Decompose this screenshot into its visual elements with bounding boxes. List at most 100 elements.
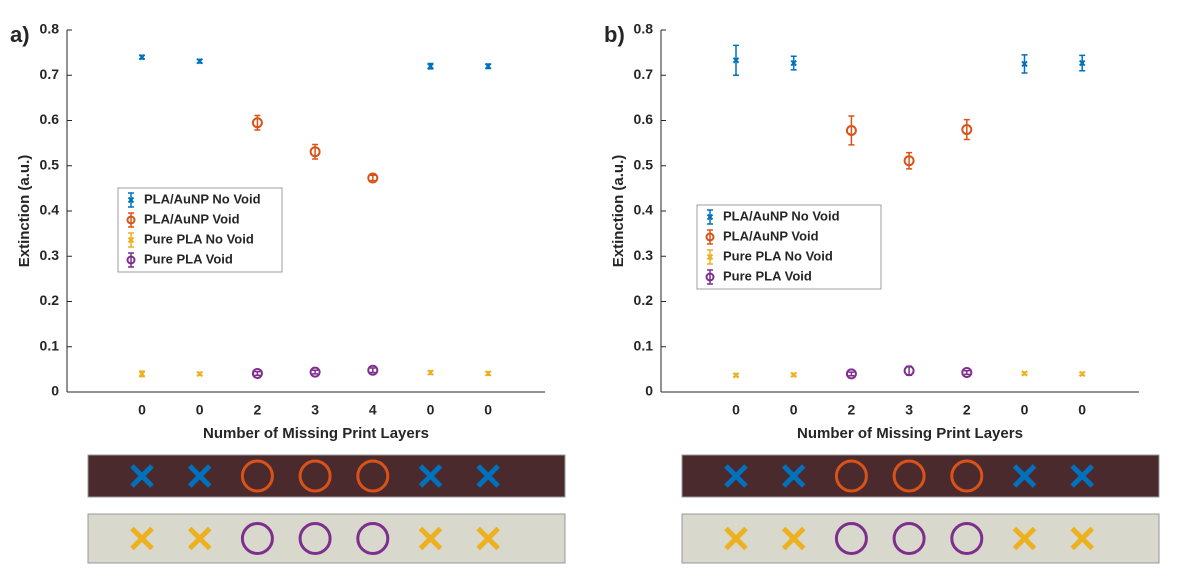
legend-error-bar [128,212,134,228]
marker [126,215,136,225]
x-tick-label: 0 [790,402,798,418]
y-tick-label: 0.7 [40,66,60,82]
y-tick-label: 0.4 [634,202,654,218]
marker [892,522,926,555]
marker [724,464,748,488]
y-tick-label: 0.7 [634,66,654,82]
marker [834,459,868,493]
marker [892,459,926,493]
error-bar [312,369,319,375]
marker [138,53,146,61]
marker [127,196,135,204]
y-tick-label: 0.2 [634,292,654,308]
marker [251,117,263,129]
y-tick-label: 0.3 [40,247,60,263]
marker [427,369,434,376]
y-tick-label: 0.5 [634,156,654,172]
marker [356,459,390,493]
marker [309,366,321,378]
y-axis-label: Extinction (a.u.) [610,155,627,268]
marker [367,364,379,376]
marker [130,526,154,551]
marker [418,464,443,488]
marker [1070,526,1094,551]
sample-photo [87,513,566,564]
legend-error-bar [128,252,134,268]
legend-label: PLA/AuNP No Void [144,191,261,206]
y-axis-label: Extinction (a.u.) [16,155,33,268]
legend-error-bar [707,229,713,245]
x-tick-label: 2 [848,402,856,418]
marker [950,459,984,493]
marker [781,526,806,551]
x-tick-label: 4 [369,402,377,418]
marker [790,371,797,379]
marker [845,124,857,136]
marker [251,367,263,379]
legend-label: Pure PLA No Void [723,248,833,263]
marker [903,365,915,377]
legend-label: Pure PLA No Void [144,231,254,246]
y-tick-label: 0.6 [634,111,654,127]
marker [367,172,379,184]
error-bar [254,370,261,377]
marker [127,236,135,244]
y-tick-label: 0.8 [634,21,654,37]
marker [706,213,714,221]
marker [1078,59,1086,67]
sample-photo [681,454,1160,498]
marker [1021,60,1028,68]
marker [706,253,714,261]
y-tick-label: 0.1 [40,337,60,353]
marker [476,526,500,551]
error-bar [848,371,855,377]
error-bar [848,115,855,146]
x-axis-label: Number of Missing Print Layers [203,425,429,442]
legend-label: PLA/AuNP Void [723,228,819,243]
x-tick-label: 0 [1078,402,1086,418]
error-bar [906,151,913,170]
marker [961,124,973,136]
y-tick-label: 0 [645,383,653,399]
marker [834,522,868,555]
panel-label: b) [604,22,625,47]
marker [484,370,492,377]
panel-label: a) [10,22,30,47]
marker [298,522,332,555]
marker [781,464,806,488]
legend-label: Pure PLA Void [144,251,233,266]
marker [961,367,973,379]
marker [309,146,321,158]
marker [427,62,434,70]
x-tick-label: 0 [196,402,204,418]
marker [903,155,915,167]
error-bar [963,369,970,376]
marker [705,232,715,242]
marker [240,459,274,493]
marker [732,57,740,64]
marker [1078,370,1086,378]
marker [484,62,492,70]
marker [196,58,203,65]
x-tick-label: 3 [311,402,319,418]
y-tick-label: 0.4 [40,202,60,218]
marker [950,522,984,555]
y-tick-label: 0.6 [40,111,60,127]
sample-photo [681,513,1160,564]
marker [196,370,203,378]
marker [418,526,443,551]
x-tick-label: 2 [963,402,971,418]
marker [1021,370,1028,377]
y-tick-label: 0.3 [634,247,654,263]
y-tick-label: 0.1 [634,337,654,353]
y-tick-label: 0.2 [40,292,60,308]
marker [126,255,136,265]
y-tick-label: 0.8 [40,21,60,37]
x-tick-label: 0 [732,402,740,418]
x-tick-label: 2 [254,402,262,418]
y-tick-label: 0 [51,383,59,399]
marker [724,526,748,551]
marker [705,272,715,282]
x-tick-label: 0 [484,402,492,418]
